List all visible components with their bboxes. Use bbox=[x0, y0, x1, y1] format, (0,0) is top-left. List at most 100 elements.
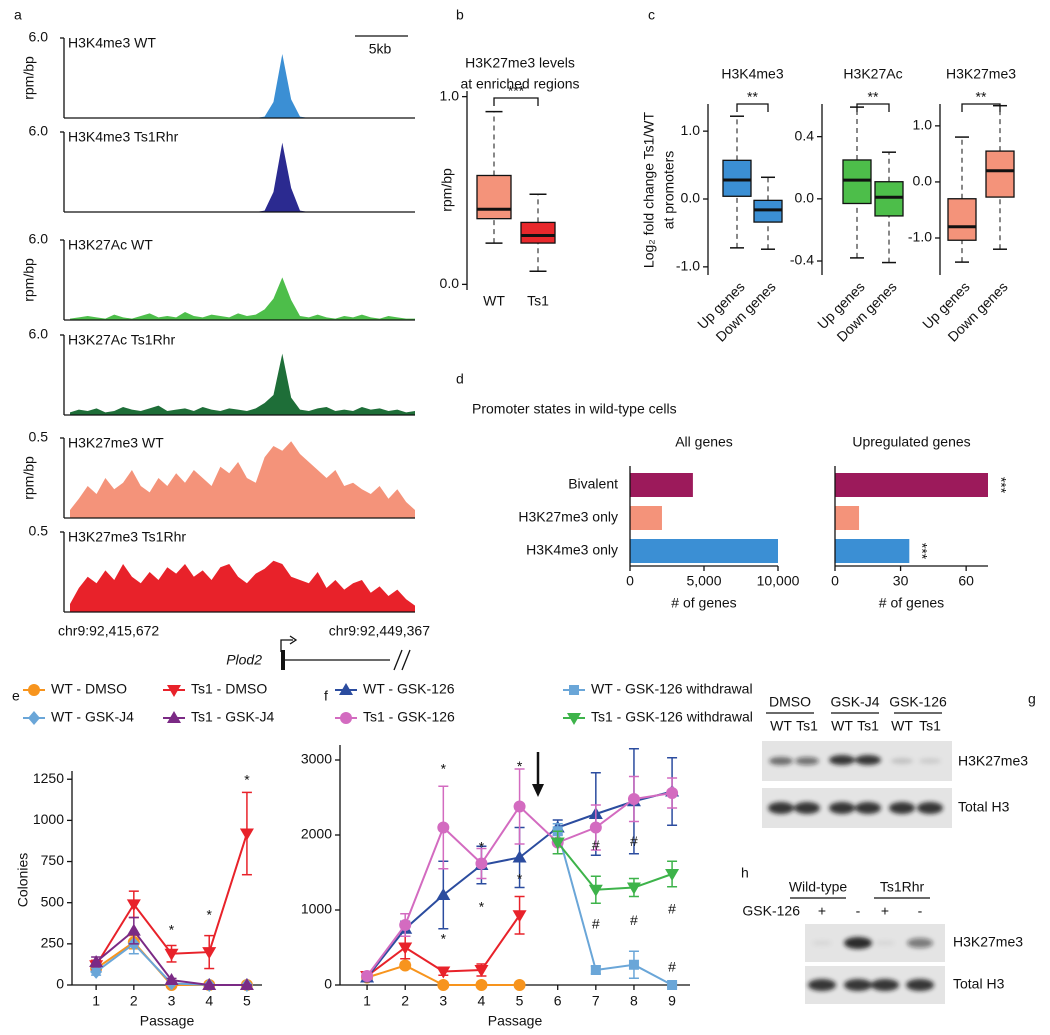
point bbox=[164, 973, 179, 986]
y-tick-label: 1.0 bbox=[440, 87, 460, 103]
point bbox=[399, 959, 412, 972]
blot-group-label: Wild-type bbox=[789, 879, 848, 895]
x-tick-label: 7 bbox=[592, 993, 600, 1009]
point bbox=[437, 979, 450, 991]
annotation: # bbox=[668, 901, 676, 917]
box bbox=[985, 150, 1015, 198]
point bbox=[398, 942, 413, 955]
point bbox=[475, 857, 488, 870]
blot-treatment-label: GSK-126 bbox=[742, 903, 800, 919]
box bbox=[947, 198, 977, 241]
series-line bbox=[556, 841, 673, 891]
legend-marker bbox=[340, 712, 352, 724]
significance: ** bbox=[868, 89, 879, 105]
bar bbox=[630, 473, 693, 497]
y-tick-label: 6.0 bbox=[29, 29, 49, 45]
x-tick-label: 1 bbox=[363, 993, 371, 1009]
track-signal bbox=[70, 142, 415, 212]
track-signal bbox=[70, 54, 415, 118]
y-tick-label: 6.0 bbox=[29, 326, 49, 342]
track-label: H3K4me3 Ts1Rhr bbox=[68, 129, 179, 145]
legend-marker bbox=[28, 711, 40, 725]
box bbox=[722, 159, 752, 197]
box bbox=[476, 174, 512, 220]
point bbox=[399, 919, 412, 931]
x-tick-label: 0 bbox=[831, 573, 839, 589]
significance: *** bbox=[993, 477, 1009, 494]
x-axis-label: Passage bbox=[140, 1013, 195, 1029]
legend-marker bbox=[569, 685, 579, 695]
bar bbox=[835, 473, 988, 497]
blot-lane-label: + bbox=[818, 903, 826, 919]
point bbox=[436, 966, 451, 979]
blot-lane-label: Ts1 bbox=[857, 718, 879, 734]
x-axis-label: # of genes bbox=[879, 595, 944, 611]
y-tick-label: 0.0 bbox=[440, 275, 460, 291]
track-label: H3K27me3 Ts1Rhr bbox=[68, 529, 186, 545]
point bbox=[513, 979, 526, 991]
x-tick-label: 4 bbox=[205, 993, 213, 1009]
x-tick-label: 4 bbox=[478, 993, 486, 1009]
chart-title: Promoter states in wild-type cells bbox=[472, 401, 677, 417]
point bbox=[126, 923, 141, 936]
x-tick-label: 8 bbox=[630, 993, 638, 1009]
y-tick-label: 0 bbox=[324, 976, 332, 992]
significance: *** bbox=[915, 543, 931, 560]
scale-bar-label: 5kb bbox=[369, 41, 392, 57]
blot-lane-label: - bbox=[918, 903, 923, 919]
point bbox=[90, 964, 103, 979]
annotation: * bbox=[169, 921, 175, 937]
blot-group-label: GSK-J4 bbox=[830, 694, 879, 710]
significance-bracket bbox=[736, 103, 769, 112]
y-tick-label: 1250 bbox=[33, 770, 64, 786]
panel-title: H3K27me3 bbox=[946, 66, 1016, 82]
y-axis-label: rpm/bp bbox=[439, 168, 455, 212]
track-signal bbox=[70, 353, 415, 415]
chart-title: H3K27me3 levels bbox=[465, 55, 575, 71]
y-tick-label: 0.4 bbox=[795, 127, 815, 143]
significance-bracket bbox=[856, 103, 890, 112]
x-tick-label: 9 bbox=[668, 993, 676, 1009]
point bbox=[512, 850, 527, 863]
bar bbox=[630, 539, 778, 563]
y-tick-label: 6.0 bbox=[29, 123, 49, 139]
y-tick-label: 1000 bbox=[33, 811, 64, 827]
point bbox=[436, 888, 451, 900]
track-signal bbox=[70, 441, 415, 518]
blot-lane-label: Ts1 bbox=[796, 718, 818, 734]
point bbox=[474, 965, 489, 977]
x-tick-label: 60 bbox=[958, 573, 974, 589]
point bbox=[239, 828, 254, 841]
track-signal bbox=[70, 560, 415, 612]
category-label: H3K27me3 only bbox=[518, 509, 618, 525]
x-tick-label: WT bbox=[483, 293, 505, 309]
y-axis-label: rpm/bp bbox=[21, 456, 37, 500]
x-tick-label: 1 bbox=[92, 993, 100, 1009]
box bbox=[842, 159, 872, 205]
category-label: Bivalent bbox=[568, 476, 618, 492]
annotation: * bbox=[206, 907, 212, 923]
panel-label: d bbox=[456, 371, 464, 387]
track-label: H3K4me3 WT bbox=[68, 35, 156, 51]
blot-row-label: Total H3 bbox=[958, 799, 1010, 815]
legend-label: Ts1 - DMSO bbox=[191, 681, 267, 697]
y-axis-label: Colonies bbox=[15, 853, 31, 907]
blot-h bbox=[805, 924, 945, 1004]
legend-marker bbox=[339, 683, 353, 695]
y-tick-label: 0 bbox=[56, 976, 64, 992]
point bbox=[239, 978, 254, 990]
significance: *** bbox=[508, 83, 525, 99]
x-tick-label: Ts1 bbox=[527, 293, 549, 309]
point bbox=[126, 899, 141, 912]
y-tick-label: 0.5 bbox=[29, 523, 49, 539]
annotation: * bbox=[517, 758, 523, 774]
legend-label: Ts1 - GSK-126 withdrawal bbox=[591, 709, 753, 725]
blot-group-label: GSK-126 bbox=[889, 694, 947, 710]
legend-marker bbox=[167, 685, 181, 697]
blot-lane-label: WT bbox=[831, 718, 853, 734]
y-tick-label: 1.0 bbox=[681, 122, 701, 138]
y-axis-label: rpm/bp bbox=[21, 56, 37, 100]
annotation: * bbox=[517, 871, 523, 887]
y-axis-label: rpm/bp bbox=[21, 258, 37, 302]
point bbox=[588, 884, 603, 897]
